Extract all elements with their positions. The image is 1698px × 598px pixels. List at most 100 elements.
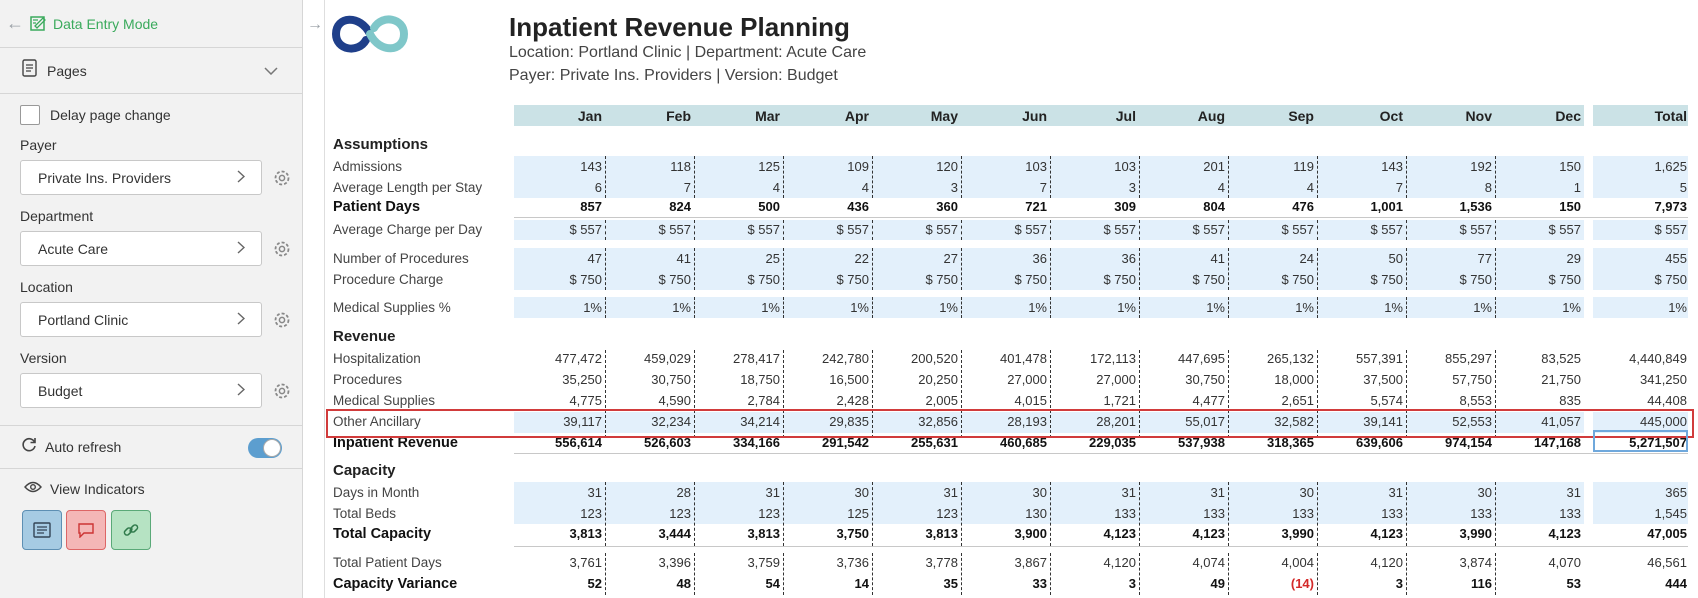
cell-proc_charge-nov[interactable]: $ 750 — [1459, 272, 1492, 287]
cell-hosp-jul[interactable]: 172,113 — [1089, 351, 1136, 366]
cell-num_proc-dec[interactable]: 29 — [1566, 251, 1581, 266]
cell-other_anc-jan[interactable]: 39,117 — [563, 414, 602, 429]
cell-avg_charge-oct[interactable]: $ 557 — [1370, 222, 1403, 237]
cell-num_proc-jan[interactable]: 47 — [587, 251, 602, 266]
cell-beds-dec[interactable]: 133 — [1559, 506, 1581, 521]
cell-days_month-may[interactable]: 31 — [943, 485, 958, 500]
cell-total_cap-sep[interactable]: 3,990 — [1281, 526, 1314, 541]
cell-cap_var-sep[interactable]: (14) — [1290, 576, 1314, 591]
cell-admissions-nov[interactable]: 192 — [1470, 159, 1492, 174]
cell-other_anc-apr[interactable]: 29,835 — [829, 414, 869, 429]
cell-beds-nov[interactable]: 133 — [1470, 506, 1492, 521]
cell-days_month-feb[interactable]: 28 — [676, 485, 691, 500]
cell-cap_var-feb[interactable]: 48 — [676, 576, 691, 591]
cell-hosp-may[interactable]: 200,520 — [911, 351, 958, 366]
cell-admissions-mar[interactable]: 125 — [758, 159, 780, 174]
cell-proc_charge-mar[interactable]: $ 750 — [747, 272, 780, 287]
cell-procs-apr[interactable]: 16,500 — [829, 372, 869, 387]
cell-total_cap-jun[interactable]: 3,900 — [1014, 526, 1047, 541]
cell-avg_charge-feb[interactable]: $ 557 — [658, 222, 691, 237]
cell-admissions-sep[interactable]: 119 — [1293, 159, 1314, 174]
cell-tpd-oct[interactable]: 4,120 — [1370, 555, 1403, 570]
cell-num_proc-jun[interactable]: 36 — [1032, 251, 1047, 266]
cell-total_cap-feb[interactable]: 3,444 — [658, 526, 691, 541]
cell-cap_var-aug[interactable]: 49 — [1210, 576, 1225, 591]
delay-checkbox[interactable] — [20, 105, 40, 125]
cell-patient_days-aug[interactable]: 804 — [1203, 199, 1225, 214]
cell-med_pct-feb[interactable]: 1% — [672, 300, 691, 315]
cell-tpd-feb[interactable]: 3,396 — [658, 555, 691, 570]
notes-indicator-button[interactable] — [22, 510, 62, 550]
cell-beds-feb[interactable]: 123 — [669, 506, 691, 521]
cell-alos-sep[interactable]: 4 — [1306, 180, 1314, 195]
cell-inp_rev-may[interactable]: 255,631 — [911, 435, 958, 450]
cell-medsup-aug[interactable]: 4,477 — [1192, 393, 1225, 408]
cell-medsup-jul[interactable]: 1,721 — [1103, 393, 1136, 408]
cell-hosp-sep[interactable]: 265,132 — [1267, 351, 1314, 366]
cell-alos-dec[interactable]: 1 — [1573, 180, 1581, 195]
cell-procs-aug[interactable]: 30,750 — [1185, 372, 1225, 387]
department-gear-icon[interactable] — [272, 239, 292, 259]
cell-hosp-mar[interactable]: 278,417 — [733, 351, 780, 366]
cell-hosp-feb[interactable]: 459,029 — [644, 351, 691, 366]
cell-avg_charge-dec[interactable]: $ 557 — [1548, 222, 1581, 237]
cell-admissions-jul[interactable]: 103 — [1114, 159, 1136, 174]
cell-med_pct-sep[interactable]: 1% — [1295, 300, 1314, 315]
cell-inp_rev-total[interactable]: 5,271,507 — [1629, 435, 1687, 450]
cell-admissions-apr[interactable]: 109 — [847, 159, 869, 174]
cell-beds-may[interactable]: 123 — [936, 506, 958, 521]
links-indicator-button[interactable] — [111, 510, 151, 550]
cell-hosp-dec[interactable]: 83,525 — [1541, 351, 1581, 366]
cell-alos-jul[interactable]: 3 — [1128, 180, 1136, 195]
cell-alos-jan[interactable]: 6 — [594, 180, 602, 195]
cell-patient_days-dec[interactable]: 150 — [1559, 199, 1581, 214]
cell-inp_rev-aug[interactable]: 537,938 — [1178, 435, 1225, 450]
cell-admissions-aug[interactable]: 201 — [1203, 159, 1225, 174]
cell-num_proc-jul[interactable]: 36 — [1121, 251, 1136, 266]
cell-medsup-may[interactable]: 2,005 — [925, 393, 958, 408]
cell-med_pct-mar[interactable]: 1% — [761, 300, 780, 315]
cell-med_pct-aug[interactable]: 1% — [1206, 300, 1225, 315]
cell-procs-jun[interactable]: 27,000 — [1007, 372, 1047, 387]
cell-other_anc-dec[interactable]: 41,057 — [1541, 414, 1581, 429]
cell-procs-feb[interactable]: 30,750 — [651, 372, 691, 387]
cell-total_cap-may[interactable]: 3,813 — [925, 526, 958, 541]
cell-proc_charge-aug[interactable]: $ 750 — [1192, 272, 1225, 287]
location-select[interactable]: Portland Clinic — [20, 302, 262, 337]
cell-cap_var-jul[interactable]: 3 — [1128, 576, 1136, 591]
cell-patient_days-feb[interactable]: 824 — [669, 199, 691, 214]
cell-total_cap-mar[interactable]: 3,813 — [747, 526, 780, 541]
cell-alos-total[interactable]: 5 — [1679, 180, 1687, 195]
cell-num_proc-sep[interactable]: 24 — [1299, 251, 1314, 266]
cell-procs-jan[interactable]: 35,250 — [562, 372, 602, 387]
cell-other_anc-may[interactable]: 32,856 — [918, 414, 958, 429]
comments-indicator-button[interactable] — [66, 510, 106, 550]
cell-patient_days-apr[interactable]: 436 — [847, 199, 869, 214]
cell-admissions-feb[interactable]: 118 — [670, 159, 691, 174]
cell-beds-aug[interactable]: 133 — [1203, 506, 1225, 521]
cell-avg_charge-nov[interactable]: $ 557 — [1459, 222, 1492, 237]
cell-alos-aug[interactable]: 4 — [1217, 180, 1225, 195]
cell-alos-apr[interactable]: 4 — [861, 180, 869, 195]
cell-num_proc-mar[interactable]: 25 — [765, 251, 780, 266]
cell-patient_days-sep[interactable]: 476 — [1292, 199, 1314, 214]
cell-avg_charge-mar[interactable]: $ 557 — [747, 222, 780, 237]
cell-other_anc-mar[interactable]: 34,214 — [740, 414, 780, 429]
cell-num_proc-total[interactable]: 455 — [1665, 251, 1687, 266]
cell-medsup-apr[interactable]: 2,428 — [836, 393, 869, 408]
cell-hosp-oct[interactable]: 557,391 — [1356, 351, 1403, 366]
cell-num_proc-may[interactable]: 27 — [943, 251, 958, 266]
cell-medsup-jan[interactable]: 4,775 — [569, 393, 602, 408]
cell-cap_var-total[interactable]: 444 — [1665, 576, 1687, 591]
cell-med_pct-oct[interactable]: 1% — [1384, 300, 1403, 315]
cell-alos-nov[interactable]: 8 — [1484, 180, 1492, 195]
cell-hosp-total[interactable]: 4,440,849 — [1629, 351, 1687, 366]
cell-cap_var-may[interactable]: 35 — [943, 576, 958, 591]
cell-tpd-may[interactable]: 3,778 — [925, 555, 958, 570]
cell-days_month-jan[interactable]: 31 — [587, 485, 602, 500]
cell-avg_charge-apr[interactable]: $ 557 — [836, 222, 869, 237]
cell-medsup-mar[interactable]: 2,784 — [747, 393, 780, 408]
cell-num_proc-feb[interactable]: 41 — [676, 251, 691, 266]
cell-tpd-aug[interactable]: 4,074 — [1192, 555, 1225, 570]
cell-patient_days-jan[interactable]: 857 — [580, 199, 602, 214]
